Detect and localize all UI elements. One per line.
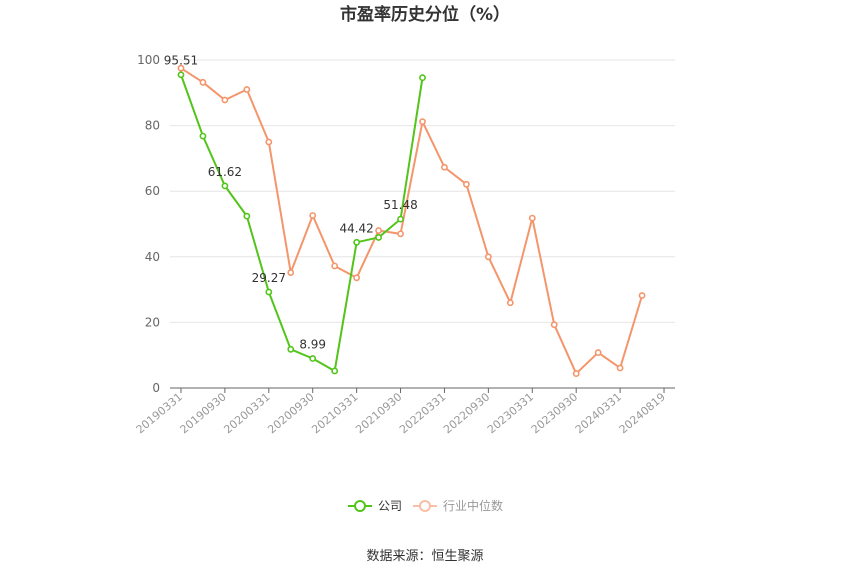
data-point-industry-median: [616, 364, 624, 372]
y-tick-label: 100: [137, 53, 160, 67]
x-tick-label: 20210930: [353, 390, 404, 436]
chart-title: 市盈率历史分位（%）: [340, 4, 510, 25]
axes: 0 20 40 60 80 100 2019033120190930202003312020…: [134, 53, 675, 436]
data-point-company: [331, 367, 339, 375]
data-point-industry-median: [441, 163, 448, 171]
y-tick-label: 40: [145, 250, 160, 264]
data-point-industry-median: [309, 212, 317, 219]
data-point-company: [221, 182, 229, 190]
x-tick-label: 20230930: [529, 390, 580, 436]
data-point-industry-median: [199, 78, 207, 86]
data-point-industry-median: [397, 230, 404, 238]
legend-item-industry-median[interactable]: 行业中位数: [413, 498, 503, 513]
x-tick-label: 20220331: [397, 390, 448, 436]
data-labels: 95.51 61.62 29.27 8.99 44.42 51.48: [164, 54, 418, 352]
data-point-company: [419, 74, 426, 82]
data-point-industry-median: [550, 321, 558, 329]
data-point-company: [309, 355, 317, 362]
data-point-company: [199, 132, 207, 140]
data-point-industry-median: [243, 86, 251, 93]
y-tick-label: 80: [145, 119, 160, 133]
x-tick-label: 20190930: [178, 390, 229, 436]
legend-marker: [419, 500, 431, 512]
data-point-company: [375, 234, 382, 241]
data-point-industry-median: [506, 299, 514, 307]
x-tick-label: 20230331: [485, 390, 536, 436]
data-label: 44.42: [339, 221, 373, 235]
data-point-industry-median: [177, 64, 185, 72]
data-point-industry-median: [528, 214, 536, 222]
data-label: 51.48: [383, 198, 417, 212]
data-point-industry-median: [353, 274, 361, 282]
series: [177, 64, 646, 377]
x-tick-label: 20240331: [573, 390, 624, 436]
y-tick-label: 0: [152, 381, 160, 395]
data-point-company: [353, 238, 361, 246]
y-tick-label: 20: [145, 315, 160, 329]
data-point-industry-median: [463, 180, 470, 188]
legend[interactable]: 公司 行业中位数: [348, 498, 503, 513]
x-tick-label: 20220930: [441, 390, 492, 436]
grid: [170, 59, 675, 323]
data-point-industry-median: [331, 262, 339, 270]
data-label: 61.62: [208, 165, 242, 179]
data-source: 数据来源：恒生聚源: [366, 549, 483, 564]
series-line-company: [180, 74, 424, 372]
data-point-industry-median: [572, 370, 580, 377]
x-tick-label: 20210331: [309, 390, 360, 436]
x-tick-label: 20200930: [265, 390, 316, 436]
legend-label: 行业中位数: [443, 498, 503, 513]
data-label: 29.27: [252, 271, 286, 285]
data-point-industry-median: [265, 138, 273, 146]
legend-marker: [354, 500, 366, 512]
y-tick-label: 60: [145, 184, 160, 198]
data-point-industry-median: [375, 227, 382, 234]
data-point-industry-median: [594, 349, 602, 356]
x-tick-label: 20190331: [134, 390, 185, 436]
legend-label: 公司: [378, 499, 402, 513]
data-point-industry-median: [221, 96, 229, 104]
data-point-company: [177, 71, 185, 79]
data-point-company: [287, 345, 295, 353]
data-label: 95.51: [164, 54, 198, 68]
data-point-company: [243, 212, 251, 220]
legend-item-company[interactable]: 公司: [348, 499, 402, 513]
data-point-industry-median: [484, 253, 492, 261]
data-point-industry-median: [419, 118, 426, 126]
data-point-industry-median: [287, 269, 295, 276]
series-line-industry-median: [180, 67, 644, 375]
x-tick-label: 20200331: [221, 390, 272, 436]
x-tick-label: 20240819: [617, 390, 668, 436]
data-point-industry-median: [638, 292, 646, 299]
data-point-company: [397, 215, 404, 223]
data-point-company: [265, 288, 273, 296]
data-label: 8.99: [299, 338, 326, 352]
